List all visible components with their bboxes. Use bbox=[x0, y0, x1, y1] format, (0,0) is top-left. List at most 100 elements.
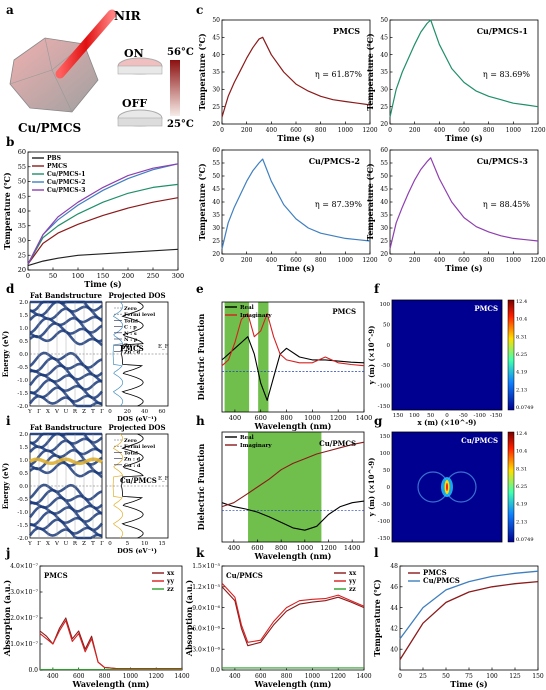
y-tick-label: 3.0×10⁻⁷ bbox=[10, 589, 38, 596]
x-tick-label: 1000 bbox=[123, 673, 138, 680]
series-line-pbs bbox=[27, 248, 179, 267]
nir-label: NIR bbox=[114, 9, 142, 23]
y-tick-label: 100 bbox=[380, 302, 391, 308]
band-title: Fat Bandstructure bbox=[30, 291, 102, 300]
legend-label: Cu/PMCS-2 bbox=[47, 179, 85, 186]
dos-tick-label: 20 bbox=[124, 409, 131, 415]
colorbar-label: 0.0749 bbox=[516, 405, 534, 411]
chart-j-absorption: 400 600 800 1000 1200 1400 0.0 1.0×10⁻⁷ 2.0×10⁻⁷… bbox=[2, 563, 190, 689]
y-tick-label: 25 bbox=[212, 238, 220, 245]
y-tick-label: 60 bbox=[18, 148, 26, 156]
efficiency-label: η = 83.69% bbox=[483, 70, 530, 79]
colorbar-label: 10.4 bbox=[516, 449, 527, 455]
panel-letter-g: g bbox=[374, 414, 383, 428]
y-axis-label: Temperature (℃) bbox=[197, 33, 207, 111]
series-line-imaginary bbox=[221, 441, 365, 508]
x-tick-label: 1000 bbox=[506, 127, 521, 134]
colorbar-label: 6.25 bbox=[516, 352, 527, 358]
x-tick-label: 1200 bbox=[362, 257, 377, 264]
y-tick-label: 45 bbox=[380, 35, 388, 42]
y-tick-label: 40 bbox=[390, 646, 398, 653]
legend-label: PMCS bbox=[423, 568, 447, 577]
y-tick-label: 1.2×10⁻⁵ bbox=[192, 584, 220, 591]
kpoint-label: R bbox=[73, 541, 78, 547]
panel-letter-j: j bbox=[5, 546, 10, 560]
y-tick-label: 9.0×10⁻⁶ bbox=[192, 605, 220, 612]
y-tick-label: 60 bbox=[380, 147, 388, 154]
fermi-label: E_F bbox=[158, 344, 169, 350]
y-tick-label: 100 bbox=[380, 451, 391, 457]
y-tick-label: 40 bbox=[212, 52, 220, 59]
schematic: NIR ON OFF 56°C 25°C Cu/PMCS bbox=[9, 9, 194, 135]
y-tick-label: 45 bbox=[212, 186, 220, 193]
y-tick-label: 20 bbox=[380, 251, 388, 258]
x-axis-label: Time (s) bbox=[445, 133, 483, 143]
dos-legend-label: Fermi level bbox=[124, 312, 155, 318]
dos-frame bbox=[105, 433, 169, 539]
x-tick-label: 1000 bbox=[338, 257, 353, 264]
y-axis-label: Energy (eV) bbox=[1, 463, 10, 509]
dos-legend-label: Zn : d bbox=[124, 349, 141, 355]
kpoint-label: V bbox=[54, 409, 60, 415]
panel-letter-l: l bbox=[374, 546, 379, 560]
x-tick-label: 200 bbox=[241, 257, 253, 264]
colorbar-label: 10.4 bbox=[516, 317, 527, 323]
chart-title: Cu/PMCS bbox=[319, 439, 356, 448]
x-tick-label: 1000 bbox=[304, 414, 321, 422]
series-line-xx bbox=[221, 586, 365, 647]
kpoint-label: U bbox=[64, 409, 69, 415]
colorbar-label: 8.31 bbox=[516, 466, 527, 472]
chart-g-field-map: Cu/PMCS 150 100 50 0 -50 -100 -150 y (m) (×10^-9… bbox=[367, 431, 534, 543]
x-tick-label: 1000 bbox=[338, 127, 353, 134]
kpoint-label: Y bbox=[27, 409, 32, 415]
x-tick-label: 0 bbox=[388, 257, 392, 264]
x-tick-label: 400 bbox=[434, 127, 446, 134]
kpoint-label: Z bbox=[82, 409, 86, 415]
y-tick-label: 44 bbox=[390, 605, 398, 612]
y-tick-label: 2.0 bbox=[19, 300, 28, 306]
x-tick-label: 1400 bbox=[356, 414, 373, 422]
y-tick-label: 25 bbox=[18, 251, 26, 259]
on-label: ON bbox=[124, 47, 144, 60]
y-tick-label: 0.5 bbox=[19, 471, 28, 477]
x-axis-label: Wavelength (nm) bbox=[72, 679, 150, 689]
chart-c-cu-pmcs-2: 0 200 400 600 800 1000 1200 20 25 30 35 40 45 50 55 60 T… bbox=[197, 147, 378, 273]
y-tick-label: 50 bbox=[18, 178, 26, 186]
x-tick-label: 800 bbox=[315, 127, 327, 134]
plot-frame bbox=[221, 431, 365, 543]
x-axis-label: x (m) (×10^-9) bbox=[418, 418, 477, 427]
x-tick-label: -50 bbox=[459, 413, 468, 419]
chart-c-cu-pmcs-3: 0 200 400 600 800 1000 1200202530354045505560T… bbox=[365, 147, 546, 273]
dos-legend-label: Fermi level bbox=[124, 444, 155, 450]
legend-label: PMCS bbox=[47, 163, 67, 170]
x-tick-label: 200 bbox=[409, 257, 421, 264]
x-tick-label: 50 bbox=[427, 413, 434, 419]
x-tick-label: 75 bbox=[465, 673, 473, 680]
x-tick-label: 0 bbox=[398, 673, 402, 680]
x-tick-label: -150 bbox=[490, 413, 503, 419]
dos-tick-label: 5 bbox=[126, 541, 130, 547]
y-tick-label: 50 bbox=[212, 17, 220, 24]
y-tick-label: 0.0 bbox=[28, 667, 38, 674]
chart-title: Cu/PMCS-1 bbox=[477, 26, 528, 36]
x-tick-label: 1200 bbox=[330, 414, 347, 422]
y-tick-label: 45 bbox=[18, 192, 26, 200]
y-tick-label: 30 bbox=[212, 87, 220, 94]
y-axis-label: Absorption (a.u.) bbox=[2, 580, 12, 657]
x-tick-label: 600 bbox=[255, 673, 267, 680]
dos-legend-label: Zn : s bbox=[124, 343, 140, 349]
colorbar-label: 12.4 bbox=[516, 299, 527, 305]
x-axis-label: Wavelength (nm) bbox=[254, 421, 332, 431]
y-tick-label: 4.0×10⁻⁷ bbox=[10, 563, 38, 570]
y-tick-label: -1.5 bbox=[17, 391, 28, 397]
dos-title: Projected DOS bbox=[108, 423, 165, 432]
series-line-real bbox=[221, 500, 365, 531]
system-label: PMCS bbox=[120, 344, 144, 353]
x-tick-label: 150 bbox=[393, 413, 404, 419]
y-tick-label: -1.5 bbox=[17, 523, 28, 529]
legend-label: Real bbox=[240, 305, 254, 311]
chart-title: Cu/PMCS-3 bbox=[477, 156, 529, 166]
x-tick-label: 1200 bbox=[320, 544, 337, 552]
colorbar-label: 8.31 bbox=[516, 334, 527, 340]
series-line-cu-pmcs bbox=[399, 570, 539, 640]
